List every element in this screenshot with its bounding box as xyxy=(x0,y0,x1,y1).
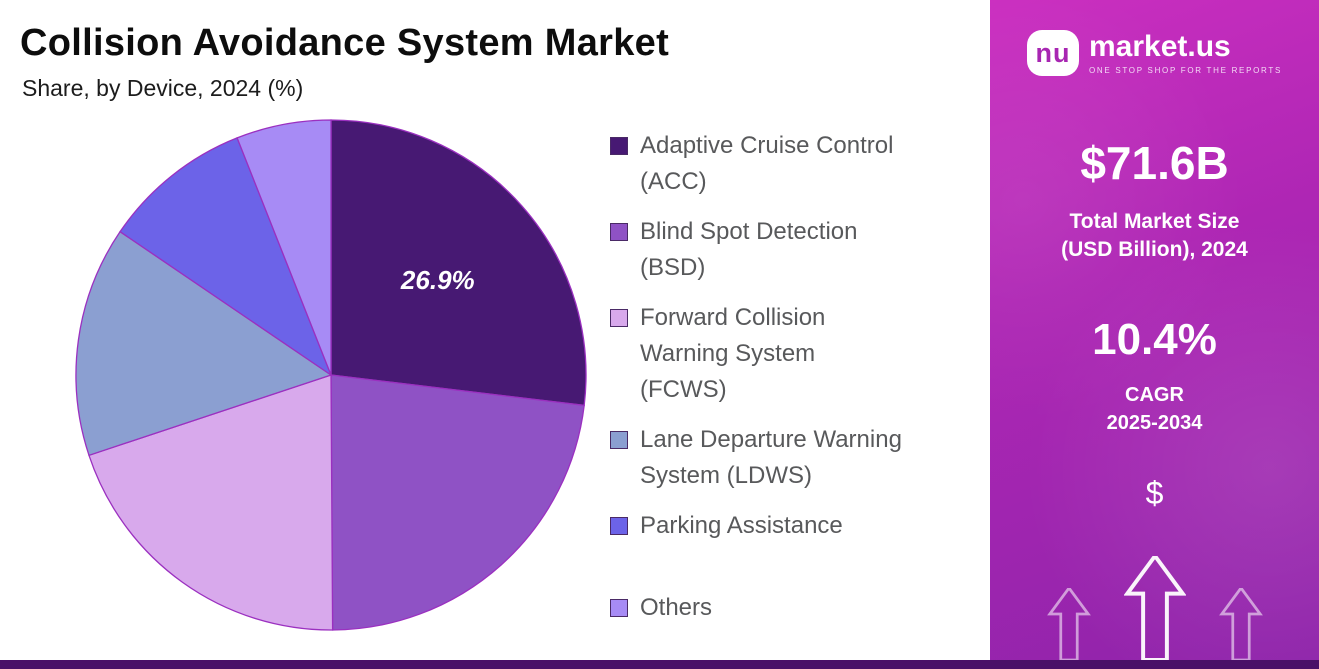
legend-swatch xyxy=(610,517,628,535)
page-title: Collision Avoidance System Market xyxy=(20,22,670,64)
legend: Adaptive Cruise Control (ACC) Blind Spot … xyxy=(610,128,982,640)
cagr-value: 10.4% xyxy=(1092,314,1217,364)
pie-slice-2 xyxy=(330,374,585,631)
legend-item: Parking Assistance xyxy=(610,508,982,544)
dollar-icon: $ xyxy=(1145,474,1164,511)
logo-name: market.us xyxy=(1088,29,1231,63)
pie-slice-3 xyxy=(88,374,334,631)
total-market-size-label-line2: (USD Billion), 2024 xyxy=(1061,238,1248,262)
cagr-label-line1: CAGR xyxy=(1125,383,1184,406)
up-arrow-icon xyxy=(1046,588,1091,660)
chart-area: Collision Avoidance System Market Share,… xyxy=(20,22,982,640)
legend-item: Forward Collision Warning System (FCWS) xyxy=(610,300,982,408)
pie-slice-5 xyxy=(119,137,333,377)
legend-item: Lane Departure Warning System (LDWS) xyxy=(610,422,982,494)
chart-subtitle: Share, by Device, 2024 (%) xyxy=(22,75,304,101)
pie-chart: 26.9% xyxy=(66,110,596,640)
legend-item: Adaptive Cruise Control (ACC) xyxy=(610,128,982,200)
bottom-border xyxy=(0,660,1319,669)
legend-label: Adaptive Cruise Control (ACC) xyxy=(640,132,894,195)
legend-swatch xyxy=(610,137,628,155)
legend-swatch xyxy=(610,599,628,617)
legend-swatch xyxy=(610,223,628,241)
sidebar: nu market.us ONE STOP SHOP FOR THE REPOR… xyxy=(990,0,1319,669)
total-market-size-label: Total Market Size (USD Billion), 2024 xyxy=(990,208,1319,265)
pie-data-label: 26.9% xyxy=(400,265,475,295)
legend-item: Others xyxy=(610,590,982,626)
logo-tagline: ONE STOP SHOP FOR THE REPORTS xyxy=(1088,65,1283,75)
total-market-size-value: $71.6B xyxy=(1080,137,1229,189)
legend-label: Blind Spot Detection (BSD) xyxy=(640,218,858,281)
total-market-size-label-line1: Total Market Size xyxy=(1069,210,1240,233)
logo-text-wrap: market.us ONE STOP SHOP FOR THE REPORTS xyxy=(1088,29,1283,75)
legend-item: Blind Spot Detection (BSD) xyxy=(610,214,982,286)
legend-swatch xyxy=(610,431,628,449)
growth-arrows xyxy=(990,552,1319,660)
up-arrow-icon xyxy=(1218,588,1263,660)
legend-label: Lane Departure Warning System (LDWS) xyxy=(640,426,902,489)
cagr-label: CAGR 2025-2034 xyxy=(990,381,1319,437)
marketus-logo: nu market.us ONE STOP SHOP FOR THE REPOR… xyxy=(990,30,1319,76)
legend-swatch xyxy=(610,309,628,327)
cagr-label-line2: 2025-2034 xyxy=(1106,411,1203,434)
legend-label: Forward Collision Warning System (FCWS) xyxy=(640,304,826,403)
up-arrow-icon xyxy=(1123,556,1186,660)
legend-label: Parking Assistance xyxy=(640,512,843,539)
pie-slice-4 xyxy=(75,230,333,457)
pie-slice-6 xyxy=(236,119,332,376)
marketus-cloud-icon: nu xyxy=(1026,30,1079,76)
pie-chart-svg: 26.9% xyxy=(75,119,587,631)
pie-slice-1 xyxy=(330,119,587,407)
legend-label: Others xyxy=(640,594,713,621)
